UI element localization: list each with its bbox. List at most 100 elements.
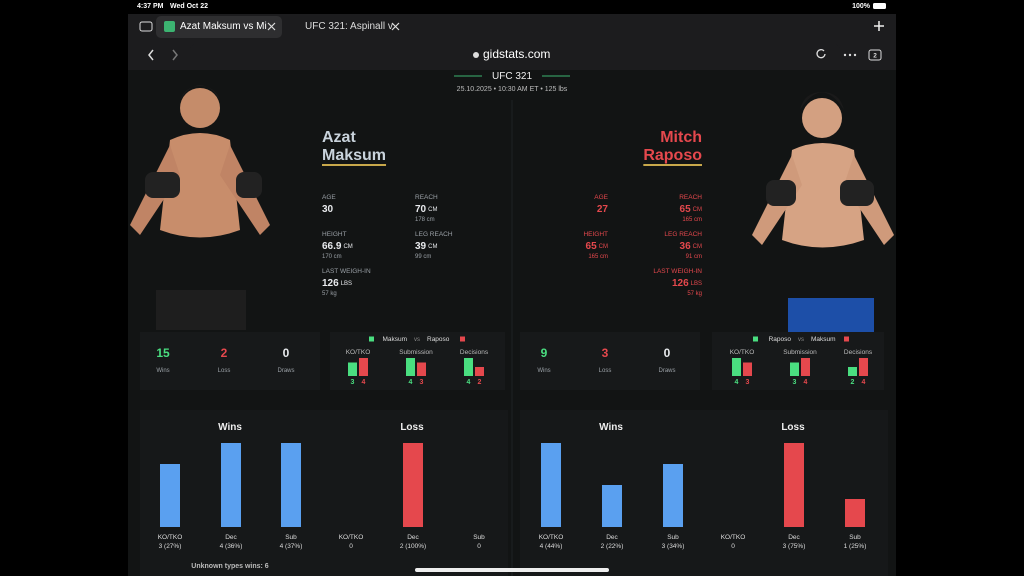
category-label: KO/TKO [339,534,364,541]
stat-value: 126 LBS [672,278,702,289]
close-tab[interactable] [267,22,276,31]
value-label: 3 (75%) [783,543,806,550]
stat-metric: 91 cm [686,254,702,260]
tab-title: UFC 321: Aspinall v [305,21,393,32]
category-label: KO/TKO [158,534,183,541]
stat-value: 27 [597,204,609,215]
stat-value: 126 [672,278,689,289]
note: Unknown types wins: 6 [191,563,269,570]
record-label: Wins [537,368,550,374]
bar-value: 4 [409,379,413,386]
category-label: KO/TKO [539,534,564,541]
event-title: UFC 321 [492,71,532,82]
lock-icon [473,52,479,58]
stat-unit: LBS [341,281,352,287]
legend-swatch [844,336,849,342]
url-field[interactable] [190,44,840,66]
stat-label: LAST WEIGH-IN [322,268,371,275]
stat-value: 70 CM [415,204,437,215]
bar [406,358,415,376]
reload-button[interactable] [816,49,826,59]
value-label: 3 (34%) [662,543,685,550]
bar-value: 2 [851,379,855,386]
bar [160,464,180,527]
legend-swatch [369,336,374,342]
close-tab[interactable] [391,22,400,31]
chart-title: Loss [400,422,424,433]
category-label: KO/TKO [721,534,746,541]
status-date: Wed Oct 22 [170,3,208,10]
bar [801,358,810,376]
stat-metric: 170 cm [322,254,342,260]
back-button[interactable] [148,49,154,61]
stat-label: LAST WEIGH-IN [653,268,702,275]
tab-title: Azat Maksum vs Mi [180,21,267,32]
record-value: 0 [283,346,290,360]
bar-value: 4 [467,379,471,386]
stat-label: LEG REACH [415,231,453,238]
record-value: 2 [221,346,228,360]
bar-value: 3 [793,379,797,386]
chart-title: Wins [599,422,623,433]
stat-value: 126 [322,278,339,289]
chart-title: Wins [218,422,242,433]
record-label: Wins [537,368,550,374]
category-label: Decisions [460,349,489,356]
stat-label: REACH [679,194,702,201]
stat-value: 30 [322,204,334,215]
home-indicator [415,568,609,572]
record-label: Wins [156,368,169,374]
legend-label: Raposo [427,336,450,343]
bar [464,358,473,376]
bar [475,367,484,376]
stat-metric: 99 cm [415,254,431,260]
stat-value: 65 CM [586,241,608,252]
active-tab[interactable] [156,16,282,38]
event-title: UFC 321 [492,71,532,82]
bar [732,358,741,376]
category-label: Submission [399,349,433,356]
stat-label: HEIGHT [322,231,347,238]
stat-value: 30 [322,204,334,215]
category-label: Sub [849,534,861,541]
record-label: Loss [218,368,231,374]
value-label: 3 (75%) [783,543,806,550]
note: Unknown types wins: 6 [191,563,269,570]
category-label: KO/TKO [158,534,183,541]
stat-unit: CM [693,244,702,250]
bar [663,464,683,527]
bar [348,362,357,376]
value-label: 4 (36%) [220,543,243,550]
stat-value: 66.9 [322,241,342,252]
record-value: 15 [156,346,170,360]
status-date: Wed Oct 22 [170,3,208,10]
tabs-button[interactable] [868,49,882,61]
value-label: 0 [477,543,481,550]
category-label: Dec [225,534,237,541]
category-label: Sub [473,534,485,541]
legend-label: Maksum [811,336,836,343]
legend-swatch [753,336,758,342]
stat-label: HEIGHT [583,231,608,238]
category-label: Dec [606,534,618,541]
record-label: Draws [277,368,294,374]
stat-unit: CM [599,244,608,250]
record-value: 3 [602,346,609,360]
value-label: 2 (22%) [601,543,624,550]
more-button[interactable] [843,53,857,57]
record-label: Loss [599,368,612,374]
stat-metric: 91 cm [686,254,702,260]
stat-metric: 165 cm [682,217,702,223]
category-label: Dec [606,534,618,541]
url: gidstats.com [483,47,550,61]
status-time: 4:37 PM [137,3,164,10]
forward-button[interactable] [172,49,178,61]
category-label: Sub [667,534,679,541]
stat-label: HEIGHT [322,231,347,238]
chart-panel [520,410,888,576]
category-label: Decisions [844,349,873,356]
record-label: Loss [599,368,612,374]
bar-value: 3 [746,379,750,386]
new-tab[interactable] [874,21,884,31]
tab-overview[interactable] [139,21,153,32]
